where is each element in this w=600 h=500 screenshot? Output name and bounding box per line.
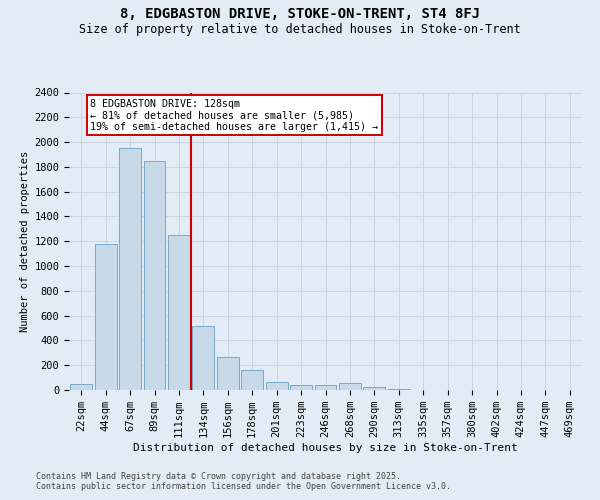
Bar	[339, 382, 361, 390]
Bar	[314, 385, 337, 390]
Bar	[290, 385, 312, 390]
Text: Contains HM Land Registry data © Crown copyright and database right 2025.: Contains HM Land Registry data © Crown c…	[36, 472, 401, 481]
Text: 8, EDGBASTON DRIVE, STOKE-ON-TRENT, ST4 8FJ: 8, EDGBASTON DRIVE, STOKE-ON-TRENT, ST4 …	[120, 8, 480, 22]
X-axis label: Distribution of detached houses by size in Stoke-on-Trent: Distribution of detached houses by size …	[133, 443, 518, 453]
Bar	[119, 148, 141, 390]
Text: Contains public sector information licensed under the Open Government Licence v3: Contains public sector information licen…	[36, 482, 451, 491]
Text: Size of property relative to detached houses in Stoke-on-Trent: Size of property relative to detached ho…	[79, 22, 521, 36]
Text: 8 EDGBASTON DRIVE: 128sqm
← 81% of detached houses are smaller (5,985)
19% of se: 8 EDGBASTON DRIVE: 128sqm ← 81% of detac…	[91, 98, 379, 132]
Y-axis label: Number of detached properties: Number of detached properties	[20, 150, 30, 332]
Bar	[168, 235, 190, 390]
Bar	[266, 382, 287, 390]
Bar	[95, 244, 116, 390]
Bar	[70, 384, 92, 390]
Bar	[193, 326, 214, 390]
Bar	[143, 160, 166, 390]
Bar	[364, 387, 385, 390]
Bar	[241, 370, 263, 390]
Bar	[217, 356, 239, 390]
